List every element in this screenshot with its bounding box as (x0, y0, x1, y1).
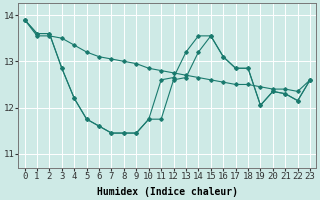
X-axis label: Humidex (Indice chaleur): Humidex (Indice chaleur) (97, 186, 238, 197)
